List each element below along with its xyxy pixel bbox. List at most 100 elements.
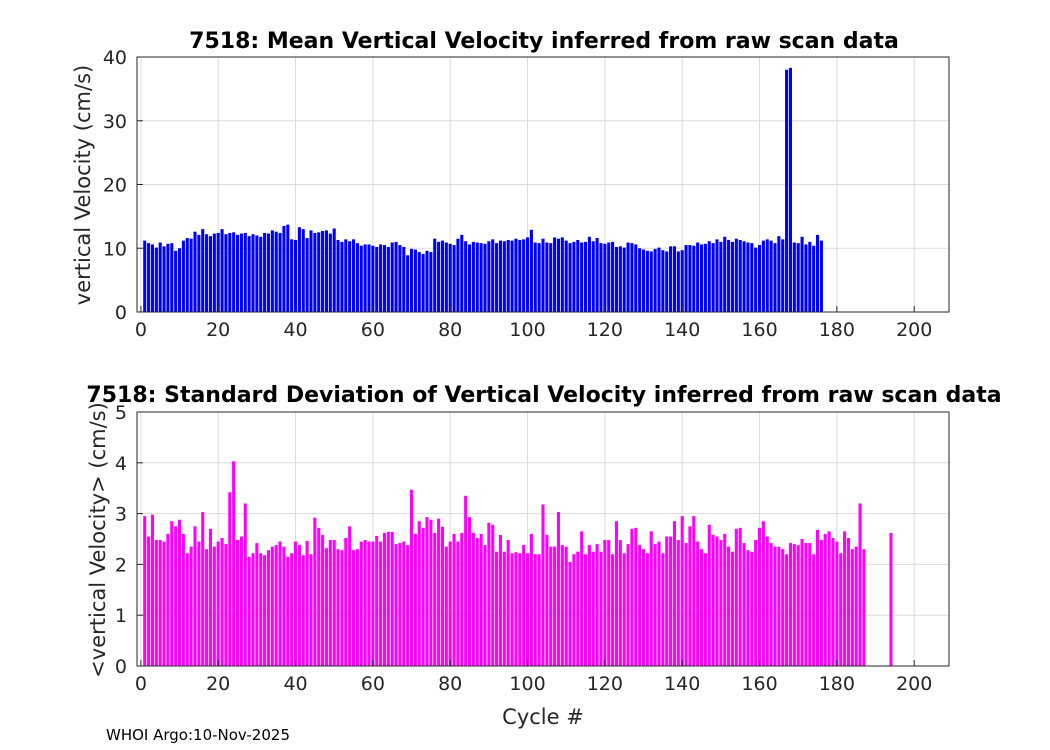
- bar: [715, 536, 719, 666]
- bar: [448, 243, 452, 312]
- bar: [270, 230, 274, 312]
- bar: [162, 541, 166, 666]
- bar: [467, 244, 472, 312]
- bar: [301, 229, 305, 312]
- bar: [475, 537, 479, 666]
- bar: [653, 248, 657, 312]
- bar: [371, 541, 375, 666]
- bar: [158, 540, 162, 666]
- bar: [243, 503, 247, 666]
- bar: [858, 503, 862, 666]
- bar: [734, 238, 738, 312]
- x-tick-label: 160: [741, 319, 777, 341]
- bar: [703, 553, 707, 666]
- bar: [634, 244, 638, 312]
- bar: [808, 543, 812, 666]
- bar: [197, 541, 201, 666]
- bar: [641, 549, 646, 666]
- y-tick-label: 10: [103, 238, 127, 260]
- bar: [715, 239, 719, 312]
- bar: [757, 245, 762, 312]
- bar: [696, 242, 700, 312]
- mean-velocity-x-ticks: 0 20 40 60 80 100 120 140 160 180 200: [135, 306, 932, 341]
- y-tick-label: 40: [103, 47, 127, 69]
- bar: [498, 240, 503, 312]
- bar: [390, 531, 394, 666]
- bar: [525, 237, 530, 312]
- bar: [680, 250, 684, 312]
- bar: [510, 240, 514, 312]
- bar: [212, 233, 216, 312]
- bar: [788, 67, 793, 313]
- bar: [274, 231, 278, 312]
- bar: [812, 245, 816, 312]
- std-velocity-bars: [143, 461, 893, 666]
- bar: [711, 534, 715, 666]
- bar: [746, 550, 750, 666]
- bar: [630, 528, 634, 666]
- bar: [599, 243, 603, 312]
- bar: [785, 554, 789, 666]
- bar: [189, 546, 193, 666]
- bar: [649, 251, 653, 312]
- bar: [297, 545, 301, 666]
- bar: [328, 233, 332, 312]
- bar: [170, 243, 174, 312]
- bar: [382, 532, 387, 666]
- bar: [174, 250, 178, 312]
- bar: [676, 251, 680, 312]
- bar: [549, 546, 553, 666]
- bar: [777, 546, 781, 666]
- bar: [437, 518, 441, 666]
- bar: [553, 237, 557, 312]
- bar: [684, 543, 688, 666]
- bar: [510, 553, 514, 666]
- bar: [479, 243, 483, 312]
- bar: [730, 241, 735, 312]
- bar: [205, 234, 209, 312]
- bar: [537, 243, 541, 312]
- bar: [808, 241, 812, 312]
- bar: [843, 531, 847, 666]
- bar: [765, 239, 769, 312]
- bar: [692, 516, 696, 666]
- bar: [587, 545, 591, 666]
- bar: [166, 533, 170, 666]
- bar: [754, 540, 758, 666]
- bar: [224, 234, 228, 312]
- bar: [185, 238, 189, 312]
- bar: [669, 246, 673, 312]
- bar: [495, 551, 499, 666]
- bar: [638, 248, 642, 312]
- bar: [282, 225, 286, 312]
- bar: [359, 245, 363, 312]
- bar: [506, 239, 510, 312]
- bar: [251, 553, 255, 666]
- bar: [174, 526, 178, 666]
- bar: [502, 551, 506, 666]
- bar: [518, 553, 522, 666]
- bar: [815, 234, 820, 312]
- bar: [251, 234, 255, 312]
- bar: [707, 241, 711, 312]
- bar: [255, 235, 259, 312]
- bar: [630, 243, 634, 312]
- bar: [785, 69, 789, 312]
- bar: [750, 551, 754, 666]
- bar: [626, 242, 630, 312]
- bar: [239, 536, 243, 666]
- bar: [278, 232, 282, 312]
- bar: [147, 536, 151, 666]
- bar: [429, 519, 433, 666]
- x-tick-label: 140: [664, 673, 700, 695]
- bar: [804, 244, 808, 312]
- bar: [305, 541, 309, 666]
- bar: [595, 238, 599, 312]
- bar: [657, 541, 661, 666]
- bar: [181, 533, 185, 666]
- x-tick-label: 200: [896, 319, 932, 341]
- bar: [274, 545, 278, 666]
- bar: [580, 242, 584, 312]
- bar: [839, 553, 843, 666]
